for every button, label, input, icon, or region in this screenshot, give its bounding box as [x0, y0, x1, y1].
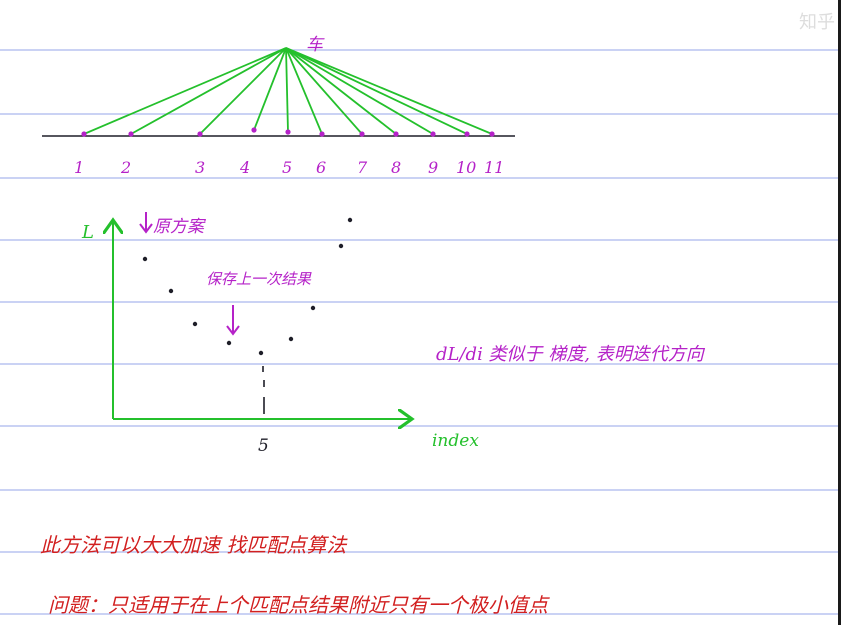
baseline-point	[197, 131, 203, 137]
fan-lines	[83, 47, 493, 135]
loss-point	[288, 336, 294, 342]
note-line-1: 此方法可以大大加速 找匹配点算法	[40, 533, 348, 557]
tick-label: 1	[74, 158, 84, 177]
loss-point	[192, 321, 198, 327]
baseline-point	[393, 131, 399, 137]
baseline-point	[319, 131, 325, 137]
side-note: dL/di 类似于 梯度, 表明迭代方向	[436, 344, 706, 365]
x-marker-label: 5	[258, 436, 269, 456]
down-arrow-icon	[139, 212, 153, 234]
note-line-2: 问题：只适用于在上个匹配点结果附近只有一个极小值点	[48, 593, 550, 617]
fan-line	[285, 47, 468, 135]
apex-label: 车	[306, 35, 325, 55]
tick-label: 10	[456, 158, 476, 177]
loss-point	[347, 217, 353, 223]
fan-line	[285, 47, 289, 133]
baseline-point	[489, 131, 495, 137]
annotation-original-method: 原方案	[153, 217, 206, 237]
baseline-point	[128, 131, 134, 137]
tick-label: 8	[391, 158, 401, 177]
down-arrow-icon	[226, 305, 240, 336]
loss-point	[142, 256, 148, 262]
fan-line	[285, 47, 363, 135]
tick-label: 5	[282, 158, 292, 177]
baseline-point	[464, 131, 470, 137]
fan-line	[285, 47, 323, 135]
window-edge	[838, 0, 841, 625]
tick-label: 6	[316, 158, 326, 177]
x-axis-label: index	[432, 431, 479, 451]
fan-diagram: 车 1	[42, 35, 515, 177]
fan-line	[199, 47, 287, 135]
loss-point	[226, 340, 232, 346]
baseline-point	[81, 131, 87, 137]
baseline-point	[285, 129, 291, 135]
fan-line	[285, 47, 434, 135]
fan-line	[83, 47, 287, 135]
index-guide	[262, 366, 265, 414]
tick-label: 3	[195, 158, 205, 177]
loss-point	[168, 288, 174, 294]
baseline-points	[81, 127, 495, 137]
annotation-arrows	[139, 212, 240, 336]
baseline-point	[430, 131, 436, 137]
loss-point	[338, 243, 344, 249]
loss-point	[310, 305, 316, 311]
baseline-point	[251, 127, 257, 133]
ruled-lines	[0, 49, 841, 615]
loss-points	[142, 217, 353, 356]
annotation-save-last-result: 保存上一次结果	[206, 270, 312, 288]
y-axis-label: L	[81, 222, 94, 243]
watermark-logo: 知乎	[799, 12, 835, 33]
baseline-point	[359, 131, 365, 137]
tick-label: 4	[239, 158, 250, 177]
fan-line	[285, 47, 397, 135]
tick-label: 7	[357, 158, 368, 177]
loss-point	[258, 350, 264, 356]
fan-line	[253, 47, 287, 131]
loss-plot: L index 原方案 保存上一次结果 5	[81, 212, 479, 456]
tick-label: 11	[484, 158, 504, 177]
tick-labels: 1 2 3 4 5 6 7 8 9 10 11	[74, 158, 504, 177]
tick-label: 9	[428, 158, 438, 177]
tick-label: 2	[120, 158, 131, 177]
fan-line	[130, 47, 287, 135]
fan-line	[285, 47, 493, 135]
